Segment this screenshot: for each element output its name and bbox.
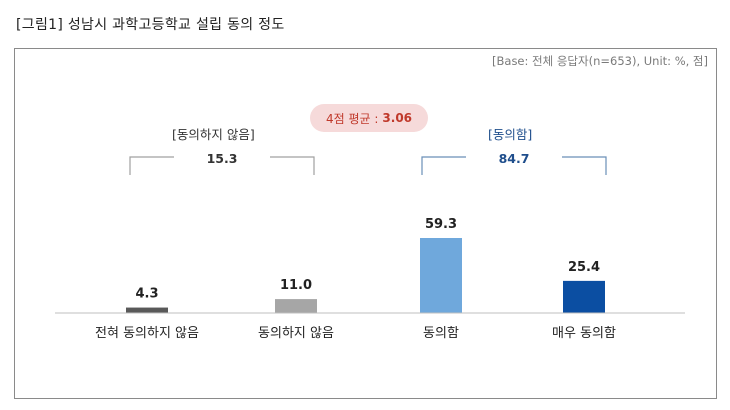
bar-value-label: 4.3 (135, 287, 158, 302)
figure-title: [그림1] 성남시 과학고등학교 설립 동의 정도 (16, 17, 285, 33)
category-label: 매우 동의함 (552, 326, 616, 341)
category-label: 동의함 (423, 326, 459, 341)
group-label-disagree: [동의하지 않음] (172, 127, 255, 142)
average-score-badge: 4점 평균 : 3.06 (310, 104, 428, 132)
average-score-value: 3.06 (382, 111, 413, 125)
bar-value-label: 11.0 (280, 278, 312, 293)
group-total-disagree: 15.3 (206, 151, 238, 166)
bar (126, 307, 168, 313)
bar (275, 299, 317, 313)
category-label: 전혀 동의하지 않음 (95, 326, 199, 341)
bracket-disagree (129, 156, 315, 175)
average-score-label: 4점 평균 : (325, 111, 379, 126)
category-label: 동의하지 않음 (258, 326, 334, 341)
group-total-agree: 84.7 (498, 151, 530, 166)
bar (563, 280, 605, 313)
bracket-agree (421, 156, 607, 175)
bar-value-label: 25.4 (568, 260, 600, 275)
chart-frame (14, 48, 717, 399)
bar-value-label: 59.3 (425, 217, 457, 232)
group-label-agree: [동의함] (488, 127, 533, 142)
base-note: [Base: 전체 응답자(n=653), Unit: %, 점] (492, 54, 708, 68)
bar (420, 238, 462, 313)
